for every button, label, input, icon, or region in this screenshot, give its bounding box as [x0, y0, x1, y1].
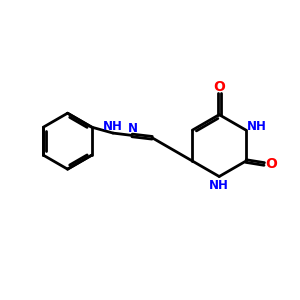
Text: O: O — [265, 157, 277, 171]
Text: NH: NH — [209, 179, 229, 192]
Text: NH: NH — [247, 120, 267, 133]
Text: N: N — [128, 122, 138, 135]
Text: NH: NH — [103, 119, 122, 133]
Text: O: O — [213, 80, 225, 94]
